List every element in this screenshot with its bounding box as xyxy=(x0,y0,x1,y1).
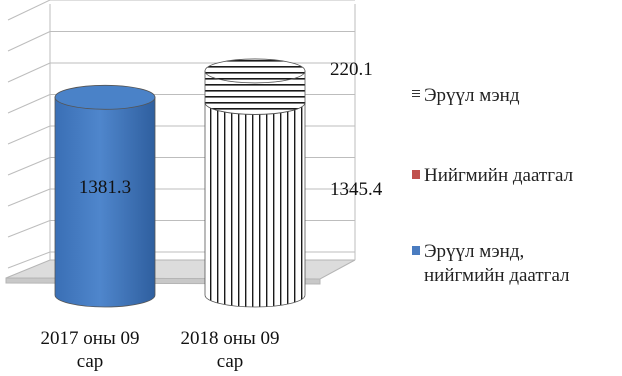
x-tick-label: 2018 оны 09 xyxy=(181,328,280,349)
gridline-side xyxy=(7,62,51,83)
gridline-side xyxy=(7,251,51,269)
x-tick-label: сар xyxy=(217,351,244,372)
legend-item-health: Эрүүл мэнд xyxy=(412,84,520,108)
legend-item-social-insurance: Нийгмийн даатгал xyxy=(412,164,573,188)
bar-2017-health-social-body xyxy=(54,96,156,308)
gridline-side xyxy=(7,94,51,114)
x-tick-label: 2017 оны 09 xyxy=(41,328,140,349)
data-labels: 1381.3 1345.4 220.1 xyxy=(79,59,383,200)
bar-2018-social-insurance-body xyxy=(204,102,306,308)
legend-item-health-social: Эрүүл мэнд, нийгмийн даатгал xyxy=(412,240,570,288)
legend-label-health: Эрүүл мэнд xyxy=(424,85,520,106)
bar-2018-health-top xyxy=(204,58,306,84)
gridline-side xyxy=(7,157,51,176)
legend-label-social-insurance: Нийгмийн даатгал xyxy=(424,165,574,186)
data-label-2018-social: 1345.4 xyxy=(330,179,383,200)
legend-label-health-social: Эрүүл мэнд, нийгмийн даатгал xyxy=(424,241,570,286)
gridline-side xyxy=(7,125,51,145)
legend-swatch-health-social xyxy=(412,246,420,255)
data-label-2018-health: 220.1 xyxy=(330,59,373,80)
legend-swatch-health xyxy=(412,90,420,99)
x-tick-label: сар xyxy=(77,351,104,372)
bar-2017-health-social xyxy=(54,84,156,308)
legend-swatch-social-insurance xyxy=(412,170,420,179)
bar-2017-health-social-top xyxy=(54,84,156,110)
bar-2018-social-insurance xyxy=(204,90,306,308)
bar-2018-health xyxy=(204,58,306,115)
gridline-side xyxy=(7,188,51,207)
bar-2018-health-body xyxy=(204,70,306,115)
gridline-side xyxy=(7,220,51,238)
data-label-2017: 1381.3 xyxy=(79,177,131,198)
gridline-side xyxy=(7,31,51,52)
bars xyxy=(54,58,306,308)
gridline-side xyxy=(7,0,51,21)
